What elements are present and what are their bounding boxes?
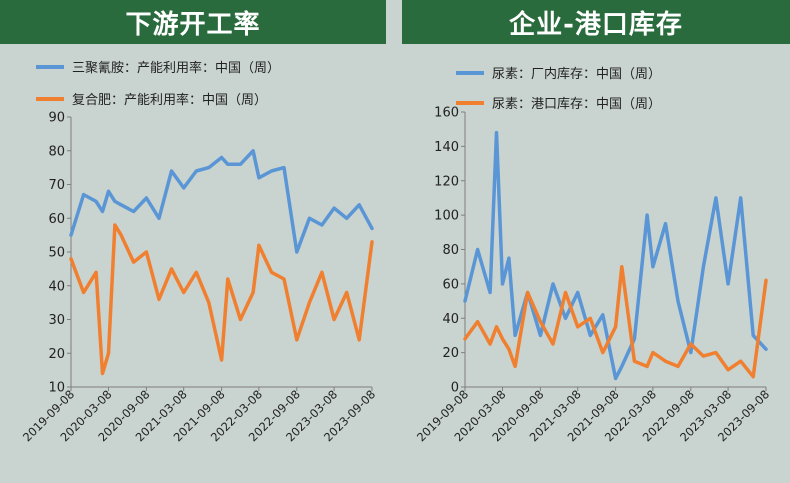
y-tick-label: 60	[442, 277, 459, 292]
left-line-chart: 三聚氰胺：产能利用率：中国（周） 复合肥：产能利用率：中国（周） 10 20 30 40 5…	[20, 60, 378, 444]
series-line-0-0	[69, 149, 374, 254]
y-tick-label: 120	[434, 174, 459, 189]
right-line-chart: 尿素：厂内库存：中国（周） 尿素：港口库存：中国（周） 0 20 40 60 80 100 12…	[414, 66, 772, 444]
header-enterprise-port-inventory: 企业-港口库存	[402, 0, 790, 44]
y-tick-label: 60	[48, 212, 65, 227]
y-tick-label: 10	[48, 381, 65, 396]
legend-label: 复合肥：产能利用率：中国（周）	[72, 92, 267, 108]
y-tick-label: 80	[442, 243, 459, 258]
y-tick-label: 40	[48, 279, 65, 294]
y-tick-label: 100	[434, 209, 459, 224]
y-tick-label: 40	[442, 312, 459, 327]
y-tick-label: 140	[434, 140, 459, 155]
y-tick-label: 90	[48, 111, 65, 126]
series-line-1-1	[463, 264, 768, 379]
y-tick-label: 70	[48, 178, 65, 193]
y-tick-label: 20	[442, 346, 459, 361]
y-tick-label: 20	[48, 347, 65, 362]
left-chart-panel: 三聚氰胺：产能利用率：中国（周） 复合肥：产能利用率：中国（周） 10 20 30 40 5…	[0, 46, 388, 479]
header-downstream-operating-rate: 下游开工率	[0, 0, 386, 44]
legend-entry-0-1: 复合肥：产能利用率：中国（周）	[36, 92, 267, 108]
legend-entry-0-0: 三聚氰胺：产能利用率：中国（周）	[36, 60, 280, 76]
legend-entry-1-1: 尿素：港口库存：中国（周）	[456, 96, 661, 112]
y-tick-label: 80	[48, 144, 65, 159]
y-tick-label: 160	[434, 106, 459, 121]
legend-entry-1-0: 尿素：厂内库存：中国（周）	[456, 66, 661, 82]
series-line-1-0	[463, 130, 768, 381]
series-line-0-1	[69, 223, 374, 376]
y-tick-label: 30	[48, 313, 65, 328]
legend-label: 尿素：厂内库存：中国（周）	[492, 66, 661, 82]
y-tick-label: 0	[451, 381, 459, 396]
legend-label: 三聚氰胺：产能利用率：中国（周）	[72, 60, 280, 76]
legend-label: 尿素：港口库存：中国（周）	[492, 96, 661, 112]
y-tick-label: 50	[48, 246, 65, 261]
right-chart-panel: 尿素：厂内库存：中国（周） 尿素：港口库存：中国（周） 0 20 40 60 80 100 12…	[402, 46, 790, 479]
